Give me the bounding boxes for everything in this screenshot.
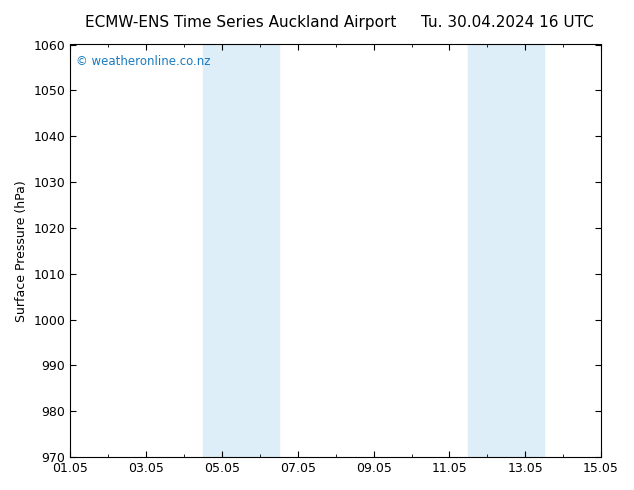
Text: Tu. 30.04.2024 16 UTC: Tu. 30.04.2024 16 UTC [421, 15, 593, 30]
Text: ECMW-ENS Time Series Auckland Airport: ECMW-ENS Time Series Auckland Airport [85, 15, 397, 30]
Text: © weatheronline.co.nz: © weatheronline.co.nz [75, 55, 210, 68]
Bar [469, 45, 544, 457]
Bar [203, 45, 279, 457]
Y-axis label: Surface Pressure (hPa): Surface Pressure (hPa) [15, 180, 28, 322]
